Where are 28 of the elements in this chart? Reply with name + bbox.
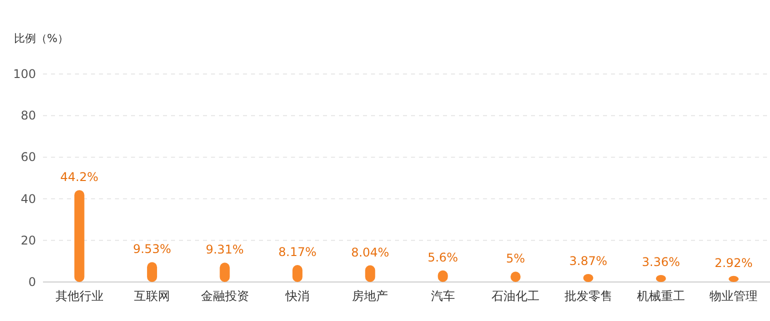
y-tick-label: 80: [20, 108, 36, 123]
data-label: 9.31%: [206, 242, 244, 257]
bar: [74, 190, 84, 282]
x-tick-label: 机械重工: [636, 289, 685, 303]
data-label: 8.17%: [278, 245, 317, 260]
x-tick-label: 物业管理: [710, 289, 758, 303]
data-label: 3.36%: [642, 255, 680, 270]
y-tick-label: 40: [20, 192, 36, 206]
x-tick-label: 快消: [284, 289, 310, 303]
data-label: 5.6%: [428, 250, 458, 264]
x-tick-label: 石油化工: [492, 289, 540, 303]
data-label: 9.53%: [132, 242, 172, 256]
y-tick-label: 60: [20, 150, 36, 164]
data-label: 44.2%: [60, 170, 98, 184]
x-tick-label: 批发零售: [564, 289, 612, 303]
data-label: 8.04%: [351, 245, 390, 260]
data-label: 5%: [506, 252, 526, 266]
x-tick-label: 房地产: [352, 289, 388, 303]
x-tick-label: 其他行业: [55, 289, 104, 303]
y-tick-label: 0: [28, 275, 36, 289]
y-axis-title: 比例（%）: [14, 32, 68, 45]
x-tick-label: 汽车: [430, 289, 455, 303]
y-tick-label: 20: [20, 233, 36, 248]
data-label: 3.87%: [569, 254, 608, 268]
y-tick-label: 100: [13, 67, 36, 81]
x-tick-label: 互联网: [134, 289, 170, 303]
x-tick-label: 金融投资: [200, 289, 249, 303]
data-label: 2.92%: [714, 256, 753, 270]
